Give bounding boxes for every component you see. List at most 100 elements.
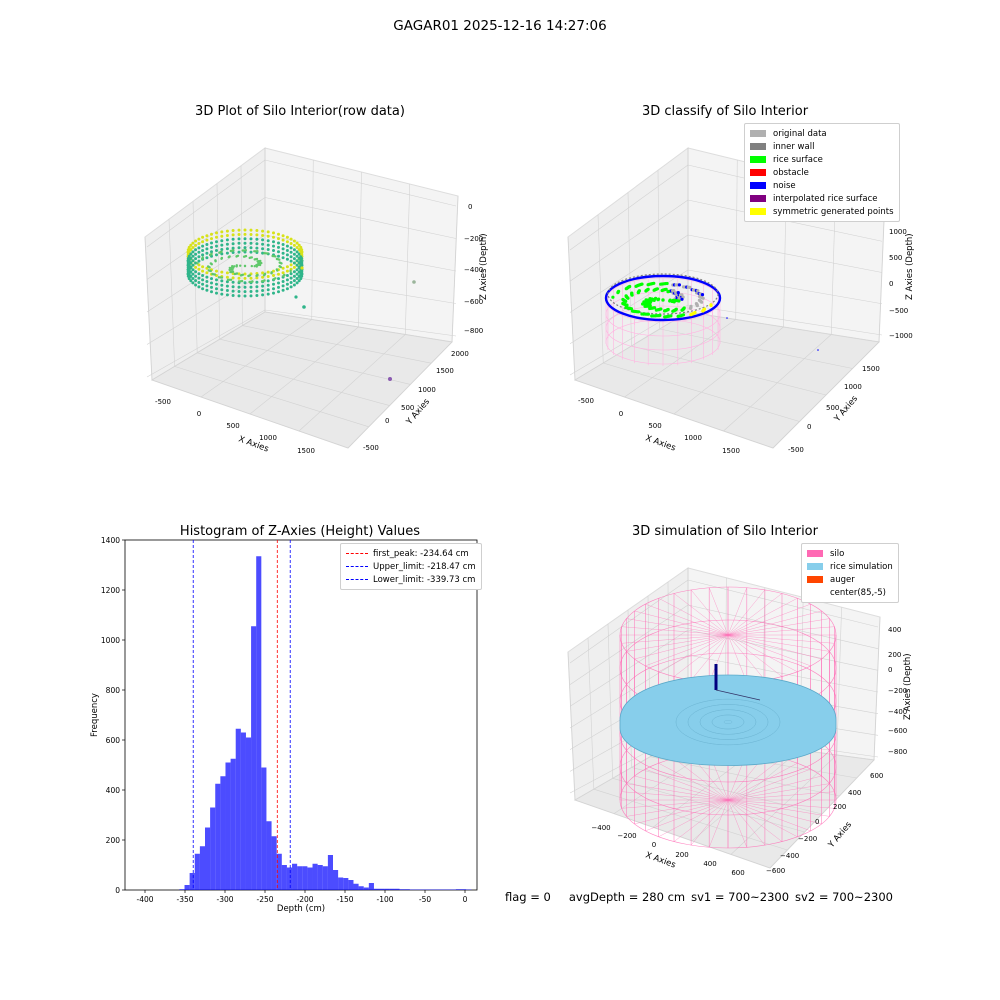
auger-arm <box>715 689 761 701</box>
rice-surface-point <box>209 262 212 265</box>
rice-surface-point <box>255 257 259 261</box>
y-tick-label: 1000 <box>101 636 120 645</box>
z-tick-label: 500 <box>889 254 902 262</box>
silo-wall-point <box>220 279 224 283</box>
grid-line <box>264 309 457 337</box>
histogram-bar <box>251 626 257 890</box>
classified-point <box>689 313 693 317</box>
histogram-bar <box>292 863 298 890</box>
silo-wall-point <box>189 270 193 274</box>
classified-point <box>695 304 699 308</box>
silo-wall-point <box>281 234 285 238</box>
y-tick-label: 0 <box>115 886 120 895</box>
silo-wall-point <box>215 269 218 273</box>
histogram-bar <box>297 866 303 890</box>
outlier-point <box>302 305 306 309</box>
grid-line <box>627 192 632 347</box>
x-tick-label: -250 <box>256 895 273 904</box>
silo-roof-spoke <box>634 610 729 636</box>
histogram-bar <box>210 807 216 890</box>
classified-point <box>676 291 680 295</box>
silo-wall-point <box>266 234 270 238</box>
silo-wall-point <box>289 285 293 289</box>
rice-surface-point <box>228 255 231 258</box>
silo-wall-point <box>186 272 190 276</box>
legend-item: Upper_limit: -218.47 cm <box>346 560 476 573</box>
grid-line <box>567 236 576 381</box>
legend-swatch <box>750 195 766 202</box>
classified-point <box>700 293 705 297</box>
silo-wall-point <box>285 282 289 286</box>
silo-floor-spoke <box>673 758 729 801</box>
histogram-bar <box>348 880 354 890</box>
histogram-bar <box>333 870 339 890</box>
silo-wall-point <box>215 231 218 235</box>
silo-wall-point <box>194 248 198 252</box>
silo-wall-point <box>243 294 247 298</box>
panel4-zlabel: Z Axies (Depth) <box>903 653 913 720</box>
silo-roof-spoke <box>645 603 729 636</box>
silo-wall-point <box>292 239 296 243</box>
rice-surface-point <box>243 264 247 268</box>
y-tick-label: 1500 <box>436 367 454 375</box>
x-tick-label: 0 <box>652 841 656 849</box>
rice-surface-point <box>233 272 236 276</box>
silo-roof-spoke <box>727 634 835 644</box>
legend-swatch <box>807 563 823 570</box>
silo-floor-spoke <box>727 799 830 817</box>
silo-wall-point <box>297 265 301 269</box>
y-tick-label: 1000 <box>844 383 862 391</box>
silo-wall-point <box>292 270 296 274</box>
silo-roof-spoke <box>727 610 822 636</box>
silo-wall-point <box>281 266 285 270</box>
grid-line <box>451 195 459 343</box>
silo-wall-point <box>249 233 253 236</box>
histogram-legend: first_peak: -234.64 cm Upper_limit: -218.… <box>340 543 482 590</box>
z-tick-label: −600 <box>464 298 483 306</box>
legend-swatch <box>750 156 766 163</box>
silo-wall-point <box>292 257 296 261</box>
grid-line <box>264 311 453 343</box>
silo-wall-point <box>292 243 296 247</box>
legend-swatch <box>807 589 823 596</box>
z-tick-label: 0 <box>889 280 893 288</box>
x-tick-label: 1000 <box>684 434 702 442</box>
outlier-point <box>412 280 416 284</box>
silo-floor-spoke <box>673 799 729 842</box>
classified-point <box>657 297 661 301</box>
silo-wall-point <box>194 274 198 278</box>
silo-wall-point <box>191 259 195 263</box>
legend-label: symmetric generated points <box>773 206 894 217</box>
classified-point <box>648 297 652 301</box>
rice-surface-point <box>247 274 250 278</box>
grid-line <box>144 236 153 381</box>
grid-line <box>151 379 349 449</box>
silo-wall-point <box>205 256 209 260</box>
silo-wall-point <box>255 276 259 280</box>
grid-line <box>687 234 883 273</box>
legend-item: rice simulation <box>807 560 893 573</box>
status-line: flag = 0 avgDepth = 280 cm sv1 = 700~2300 s… <box>505 890 905 904</box>
grid-line <box>146 309 266 378</box>
histogram-bar <box>435 889 441 890</box>
histogram-bar <box>184 885 190 890</box>
silo-wall-point <box>220 230 224 234</box>
classified-point <box>611 295 615 299</box>
panel4-ylabel: Y Axies <box>826 820 854 851</box>
silo-wall-point <box>292 265 296 269</box>
y-tick-label: 200 <box>833 803 846 811</box>
silo-wall-point <box>205 243 209 246</box>
silo-wall-point <box>285 278 289 282</box>
noise-point <box>726 317 728 319</box>
grid-line <box>650 756 840 797</box>
silo-roof-spoke <box>634 634 729 660</box>
histogram-bar <box>317 865 323 890</box>
silo-wall-point <box>194 265 198 269</box>
classified-point <box>680 297 684 301</box>
histogram-bar <box>430 889 436 890</box>
histogram-bar <box>358 886 364 890</box>
noise-wall-ring <box>604 274 722 322</box>
silo-wall-point <box>220 234 224 238</box>
silo-wall-point <box>277 281 280 285</box>
